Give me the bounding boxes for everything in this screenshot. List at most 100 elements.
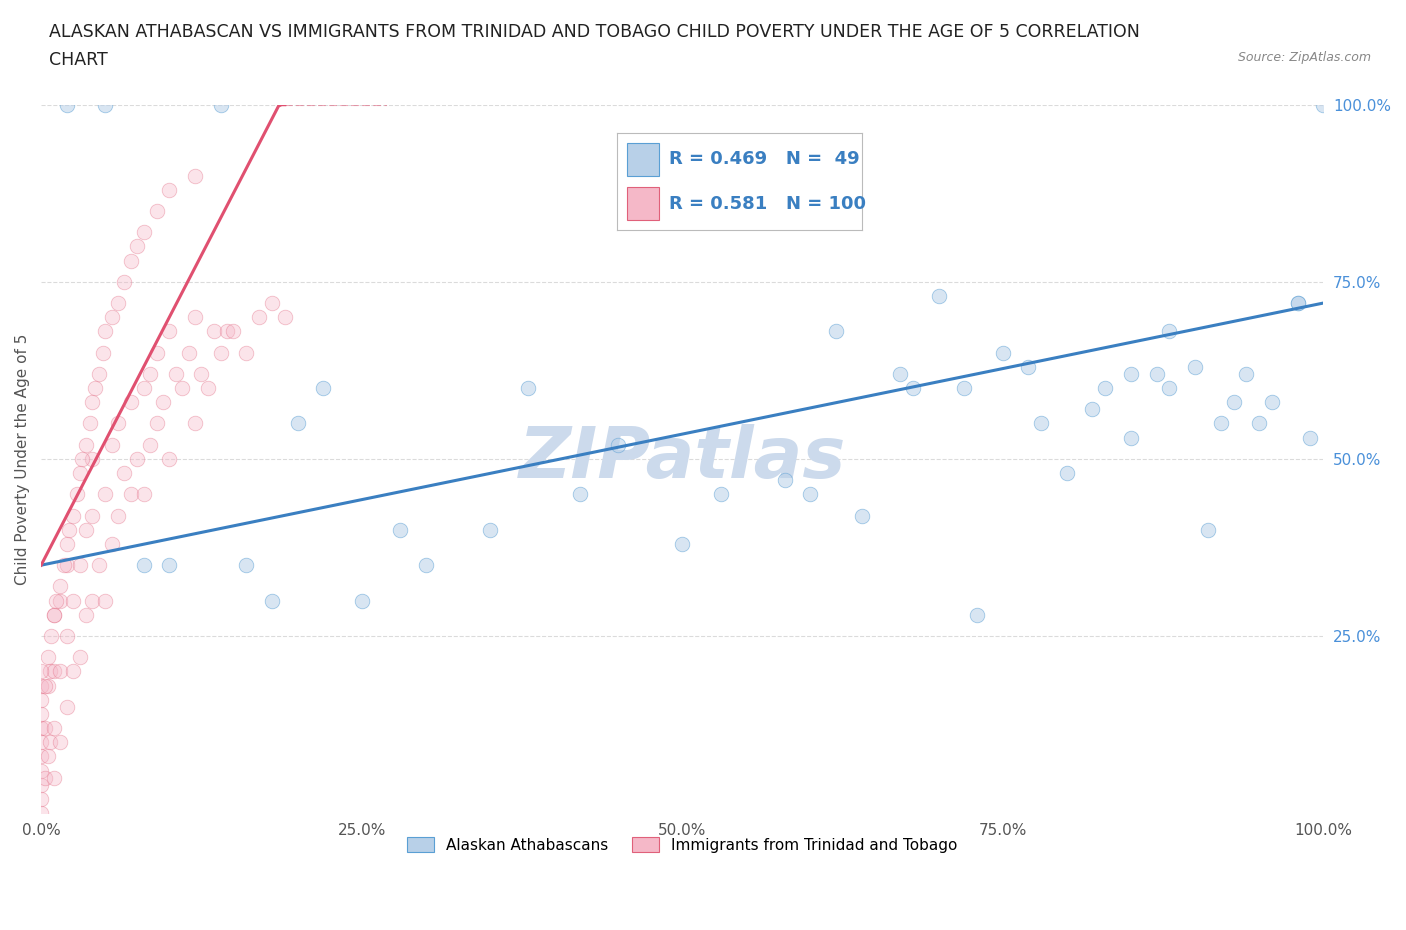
Point [30, 692, 52, 707]
Point [152, 395, 174, 410]
Point [1286, 296, 1309, 311]
Point [82, 593, 104, 608]
Point [1119, 431, 1142, 445]
Point [69, 650, 91, 665]
Point [120, 487, 142, 502]
Point [30, 777, 52, 792]
Point [671, 537, 693, 551]
Point [55, 558, 77, 573]
Point [75, 523, 97, 538]
Point [139, 366, 162, 381]
Point [39, 664, 62, 679]
Point [132, 225, 155, 240]
Point [62, 593, 84, 608]
Point [94, 593, 117, 608]
Point [30, 791, 52, 806]
Point [42, 721, 65, 736]
Point [1159, 380, 1181, 395]
Point [100, 437, 122, 452]
Point [34, 770, 56, 785]
Point [82, 451, 104, 466]
Point [132, 558, 155, 573]
Text: ZIPatlas: ZIPatlas [519, 424, 846, 494]
Point [157, 558, 180, 573]
Point [114, 274, 136, 289]
Point [37, 749, 59, 764]
Point [42, 607, 65, 622]
Point [1197, 523, 1219, 538]
Point [49, 593, 72, 608]
Point [55, 98, 77, 113]
Point [30, 678, 52, 693]
Point [165, 366, 187, 381]
Point [42, 664, 65, 679]
Point [100, 310, 122, 325]
Point [953, 380, 976, 395]
Point [127, 451, 149, 466]
Point [49, 735, 72, 750]
Point [30, 749, 52, 764]
Point [107, 296, 129, 311]
Point [53, 558, 76, 573]
Point [215, 324, 238, 339]
Point [1119, 366, 1142, 381]
Point [1081, 402, 1104, 417]
Point [55, 629, 77, 644]
Point [1094, 380, 1116, 395]
Point [107, 416, 129, 431]
Point [1299, 431, 1322, 445]
Point [710, 487, 733, 502]
Point [1234, 366, 1257, 381]
Bar [627, 187, 659, 220]
Point [1159, 324, 1181, 339]
Point [145, 204, 167, 219]
Point [197, 380, 219, 395]
Point [30, 805, 52, 820]
Point [157, 324, 180, 339]
Point [70, 451, 93, 466]
Point [1017, 359, 1039, 374]
Point [100, 537, 122, 551]
Point [132, 380, 155, 395]
Point [42, 607, 65, 622]
Point [87, 558, 110, 573]
Point [568, 487, 591, 502]
Point [274, 310, 297, 325]
Point [62, 508, 84, 523]
Point [157, 451, 180, 466]
Point [825, 324, 848, 339]
Point [1146, 366, 1168, 381]
Point [79, 416, 101, 431]
Point [94, 324, 117, 339]
Point [34, 721, 56, 736]
Point [34, 678, 56, 693]
Point [62, 664, 84, 679]
Point [69, 466, 91, 481]
Point [966, 607, 988, 622]
Point [1286, 296, 1309, 311]
Point [107, 508, 129, 523]
Point [209, 345, 232, 360]
Point [184, 310, 207, 325]
Point [172, 380, 194, 395]
Text: R = 0.581   N = 100: R = 0.581 N = 100 [668, 194, 866, 213]
Point [82, 395, 104, 410]
Point [478, 523, 501, 538]
Text: Source: ZipAtlas.com: Source: ZipAtlas.com [1237, 51, 1371, 64]
Point [120, 253, 142, 268]
Point [37, 650, 59, 665]
Point [1222, 395, 1244, 410]
Point [145, 345, 167, 360]
Point [42, 770, 65, 785]
Point [30, 707, 52, 722]
Point [184, 168, 207, 183]
Point [517, 380, 540, 395]
Point [120, 395, 142, 410]
Point [1261, 395, 1284, 410]
Point [49, 664, 72, 679]
Point [66, 487, 89, 502]
Point [773, 472, 796, 487]
Point [45, 593, 67, 608]
Point [94, 98, 117, 113]
Point [114, 466, 136, 481]
